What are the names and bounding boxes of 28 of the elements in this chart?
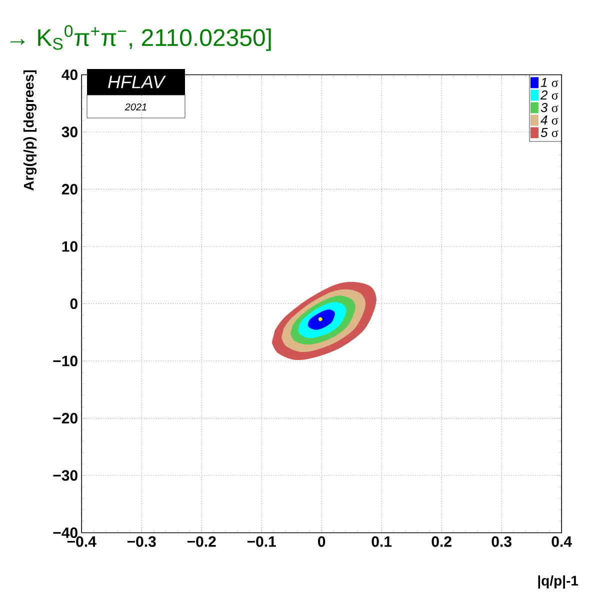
x-tick-label: −0.4 <box>67 536 96 547</box>
y-tick-label: 30 <box>62 126 78 138</box>
y-tick-label: 40 <box>62 69 78 80</box>
annotation: 2021 <box>124 103 146 111</box>
legend-label: 4 σ <box>540 116 558 125</box>
x-tick-label: −0.2 <box>187 536 216 547</box>
y-tick-label: −40 <box>53 527 78 538</box>
y-tick-label: −20 <box>53 412 78 424</box>
y-tick-label: 0 <box>70 298 78 310</box>
y-tick-label: −30 <box>53 470 78 481</box>
x-tick-label: −0.1 <box>247 536 276 547</box>
chart-title: → K$_{S}$$^{0}$π$^{+}$π$^{−}$, 2110.02350] <box>10 25 271 51</box>
x-tick-label: 0 <box>318 536 326 547</box>
legend-label: 5 σ <box>540 128 558 138</box>
legend-label: 3 σ <box>540 102 558 112</box>
x-tick-label: 0.4 <box>552 536 572 547</box>
y-tick-label: 10 <box>62 241 78 252</box>
y-axis-title: Arg(q/p) [degrees] <box>23 70 37 191</box>
x-axis-title: |q/p|-1 <box>538 575 578 589</box>
legend-label: 2 σ <box>540 90 558 100</box>
annotation: HFLAV <box>108 76 166 88</box>
x-tick-label: 0.3 <box>492 536 512 547</box>
legend-label: 1 σ <box>540 78 558 88</box>
x-tick-label: −0.3 <box>127 536 156 547</box>
y-tick-label: −10 <box>53 356 78 366</box>
x-tick-label: 0.2 <box>432 536 452 547</box>
y-tick-label: 20 <box>62 184 78 195</box>
x-tick-label: 0.1 <box>372 536 392 547</box>
